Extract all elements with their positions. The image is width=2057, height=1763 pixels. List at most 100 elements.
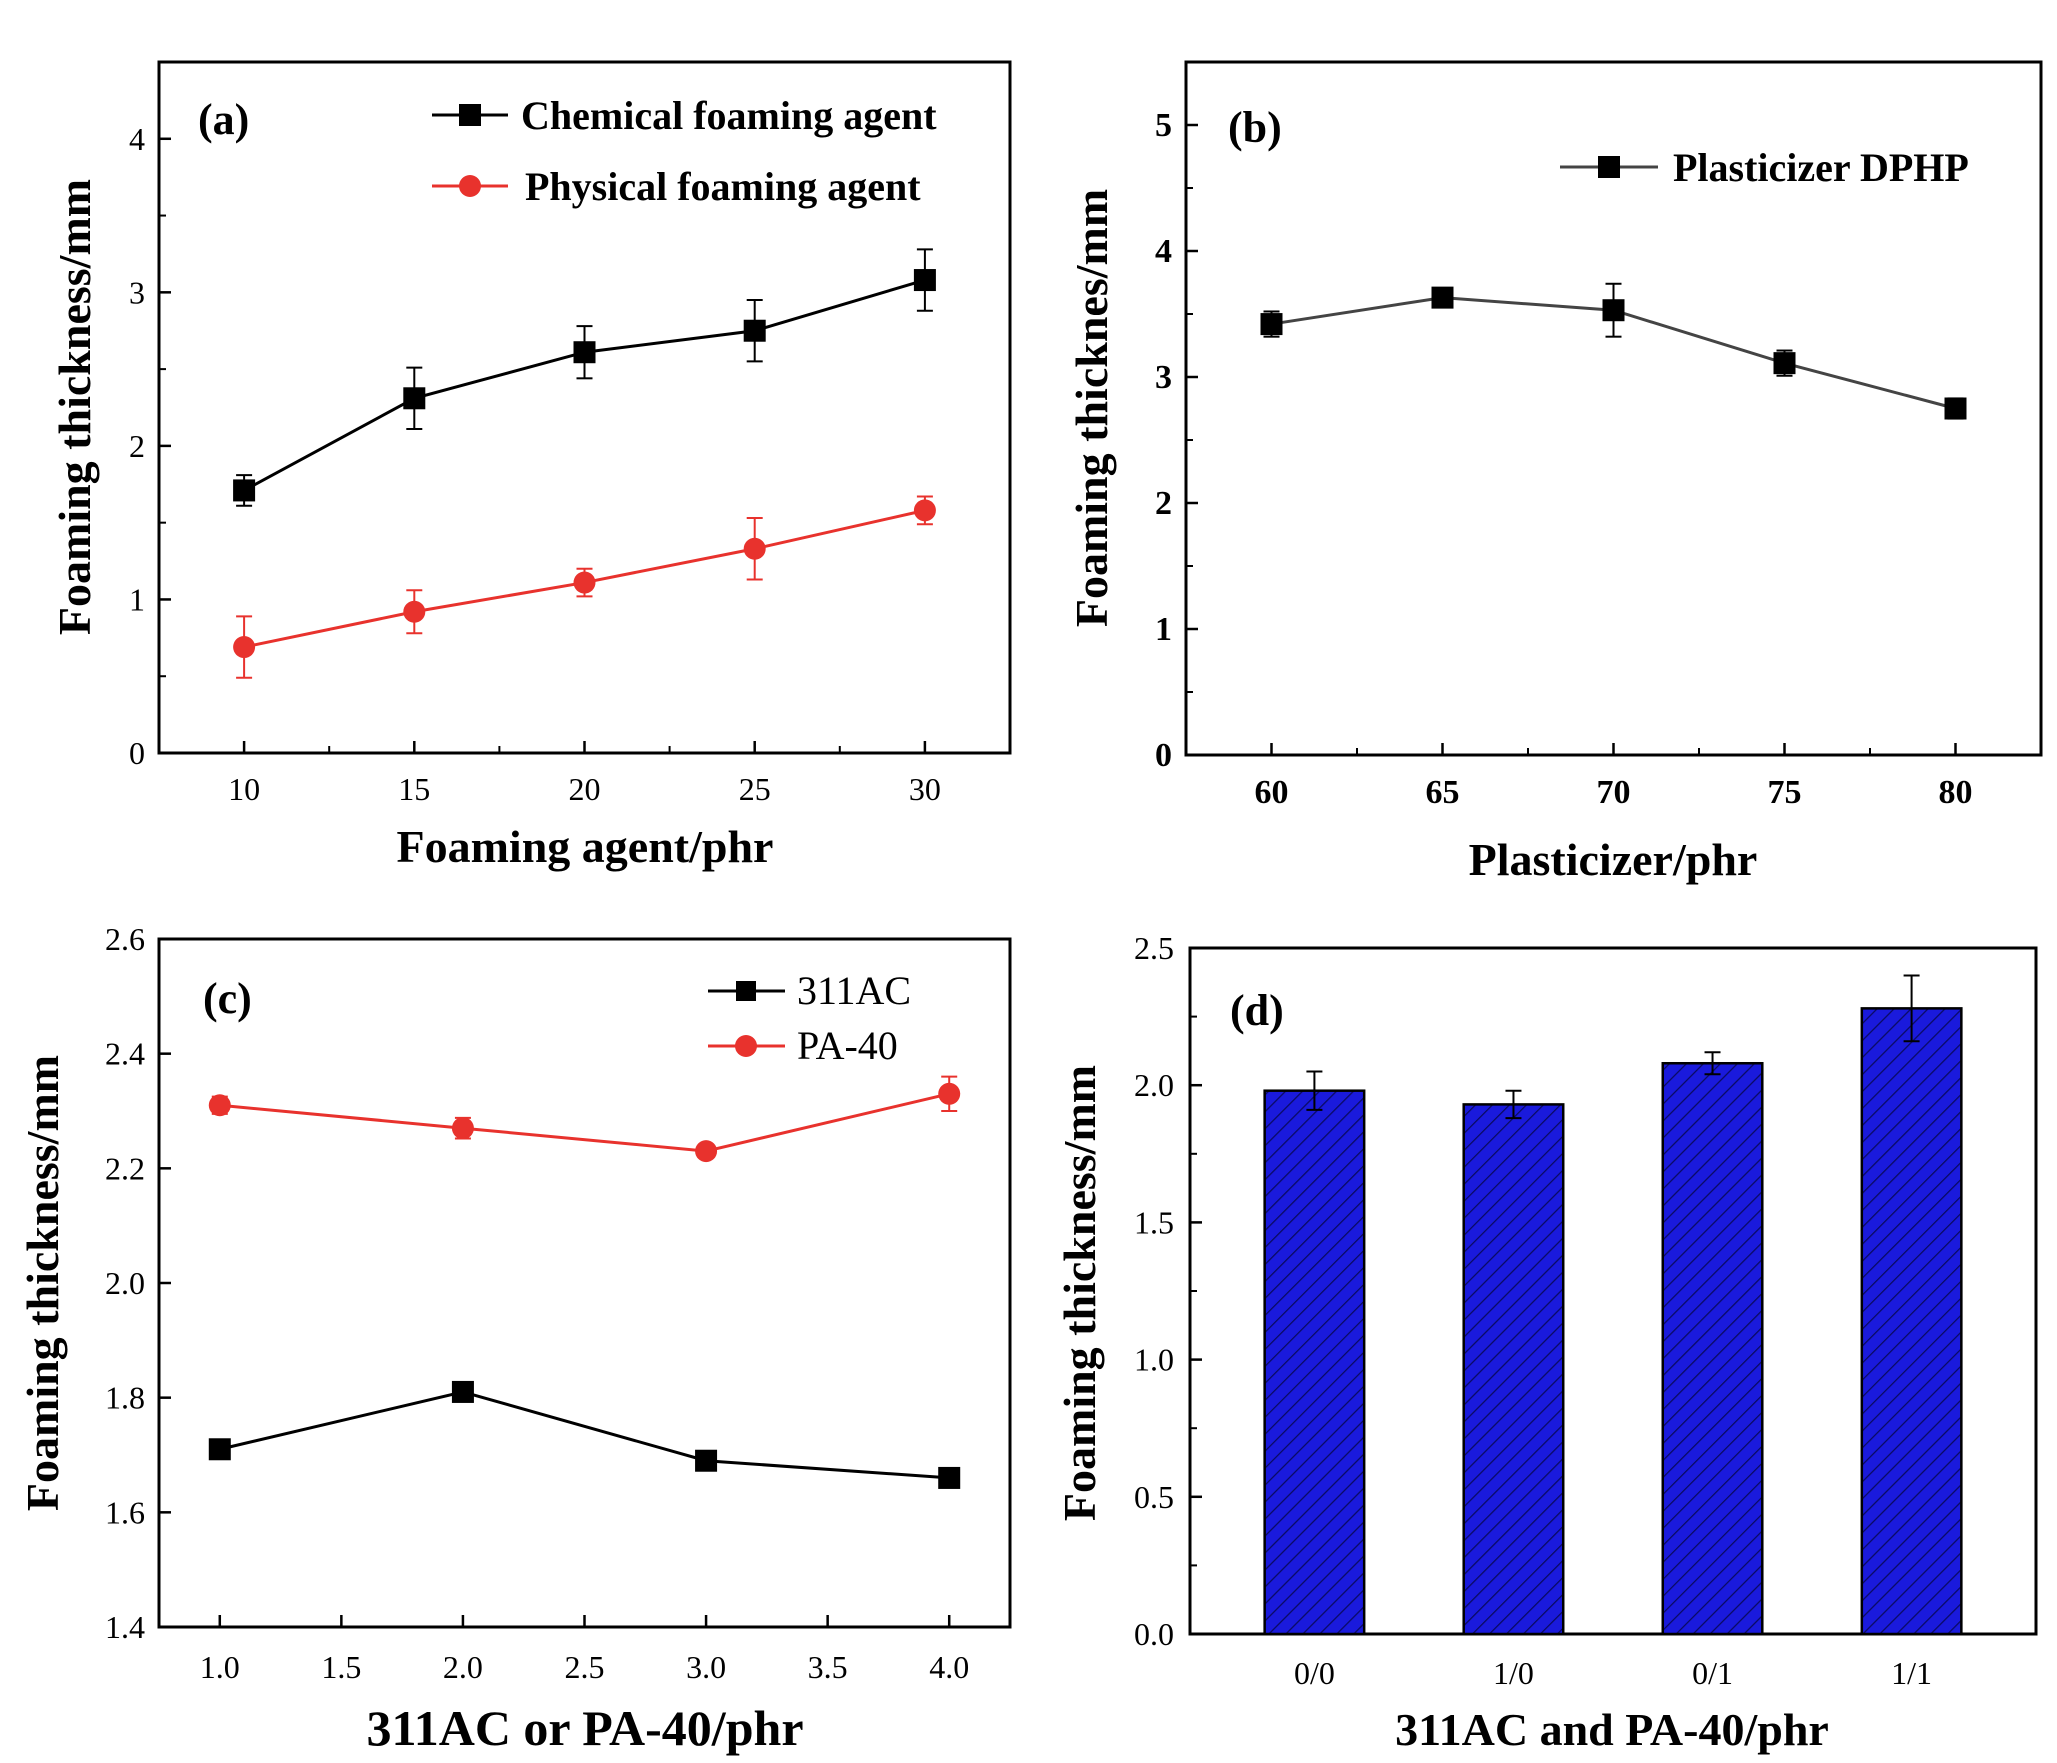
series-physical-foaming-agent — [233, 495, 936, 679]
y-tick-label: 2.0 — [1134, 1067, 1174, 1103]
data-point — [403, 600, 426, 623]
panel-b-x-axis-label: Plasticizer/phr — [1469, 834, 1758, 885]
y-tick-label: 2.6 — [105, 921, 145, 957]
data-point — [233, 479, 256, 502]
panel-d-plot — [1263, 974, 1963, 1636]
data-point — [743, 319, 766, 342]
panel-c-x-axis-label: 311AC or PA-40/phr — [366, 1700, 803, 1756]
data-point — [913, 269, 936, 292]
data-point — [233, 636, 256, 659]
legend-label-chemical: Chemical foaming agent — [521, 93, 937, 138]
panel-a: 0 1 2 3 4 10 15 20 25 30 (a) Foaming agent/phr Fo… — [49, 60, 1012, 872]
data-point — [1944, 397, 1967, 420]
y-tick-label: 2.5 — [1134, 930, 1174, 966]
legend-marker-pa40 — [735, 1035, 757, 1057]
panel-c-y-axis-label: Foaming thickness/mm — [17, 1055, 68, 1511]
x-tick-label: 2.5 — [565, 1649, 605, 1685]
data-point — [451, 1380, 474, 1403]
data-point — [938, 1082, 961, 1105]
y-tick-label: 4 — [1155, 233, 1172, 270]
x-tick-label: 65 — [1426, 774, 1460, 811]
y-tick-label: 0 — [129, 735, 145, 771]
y-tick-label: 2 — [1155, 485, 1172, 522]
y-tick-label: 0.5 — [1134, 1479, 1174, 1515]
x-tick-label: 60 — [1255, 774, 1289, 811]
panel-b-plot — [1260, 282, 1967, 420]
y-tick-label: 1.5 — [1134, 1204, 1174, 1240]
legend-label-physical: Physical foaming agent — [525, 164, 921, 209]
data-point — [451, 1117, 474, 1140]
data-point — [695, 1140, 718, 1163]
legend-label-pa40: PA-40 — [797, 1023, 898, 1068]
panel-b: 0 1 2 3 4 5 60 65 70 75 80 (b) Plasticizer/phr Foa… — [1066, 60, 2043, 885]
series-pa-40 — [208, 1075, 961, 1163]
y-tick-label: 1.8 — [105, 1380, 145, 1416]
bar-1-1 — [1860, 1007, 1963, 1636]
x-tick-label: 4.0 — [929, 1649, 969, 1685]
legend-label-dphp: Plasticizer DPHP — [1673, 145, 1969, 190]
bar-0-1 — [1661, 1061, 1764, 1636]
data-point — [1773, 352, 1796, 375]
legend-marker-physical — [459, 175, 481, 197]
panel-a-label: (a) — [198, 95, 249, 144]
y-tick-label: 3 — [129, 274, 145, 310]
y-tick-label: 1 — [1155, 611, 1172, 648]
y-tick-label: 1.6 — [105, 1494, 145, 1530]
data-point — [938, 1466, 961, 1489]
panel-b-legend: Plasticizer DPHP — [1560, 145, 1969, 190]
series-line — [219, 1390, 950, 1480]
y-tick-label: 1 — [129, 581, 145, 617]
data-point — [208, 1094, 231, 1117]
legend-marker-311ac — [736, 981, 756, 1001]
x-tick-label: 0/0 — [1294, 1655, 1335, 1691]
series-chemical-foaming-agent — [233, 248, 936, 507]
data-point — [573, 341, 596, 364]
panel-b-label: (b) — [1228, 103, 1282, 152]
panel-a-plot — [233, 248, 936, 679]
y-tick-label: 2.2 — [105, 1150, 145, 1186]
x-tick-label: 80 — [1939, 774, 1973, 811]
x-tick-label: 30 — [909, 771, 941, 807]
x-tick-label: 20 — [569, 771, 601, 807]
y-tick-label: 0 — [1155, 737, 1172, 774]
x-tick-label: 1/0 — [1493, 1655, 1534, 1691]
data-point — [913, 499, 936, 522]
y-tick-label: 2 — [129, 428, 145, 464]
series-line — [243, 278, 926, 492]
panel-c: 1.4 1.6 1.8 2.0 2.2 2.4 2.6 1.0 1.5 2.0 2.5 3.0 3.5 4… — [17, 921, 1012, 1756]
x-tick-label: 3.5 — [808, 1649, 848, 1685]
y-tick-label: 5 — [1155, 107, 1172, 144]
data-point — [1602, 299, 1625, 322]
x-tick-label: 25 — [739, 771, 771, 807]
x-tick-label: 70 — [1597, 774, 1631, 811]
y-tick-label: 4 — [129, 121, 145, 157]
y-tick-label: 1.0 — [1134, 1342, 1174, 1378]
series-plasticizer-dphp — [1260, 282, 1967, 420]
data-point — [573, 571, 596, 594]
x-tick-label: 1.0 — [200, 1649, 240, 1685]
bar-1-0 — [1462, 1103, 1565, 1636]
panel-a-axes: 0 1 2 3 4 10 15 20 25 30 — [129, 121, 941, 807]
y-tick-label: 0.0 — [1134, 1616, 1174, 1652]
panel-c-plot — [208, 1075, 961, 1489]
x-tick-label: 1/1 — [1891, 1655, 1932, 1691]
panel-d-label: (d) — [1230, 986, 1284, 1035]
panel-d-x-axis-label: 311AC and PA-40/phr — [1395, 1704, 1829, 1755]
series-311ac — [208, 1380, 961, 1489]
legend-marker-dphp — [1598, 156, 1620, 178]
data-point — [695, 1449, 718, 1472]
data-point — [1431, 286, 1454, 309]
x-tick-label: 1.5 — [321, 1649, 361, 1685]
x-tick-label: 2.0 — [443, 1649, 483, 1685]
panel-b-y-axis-label: Foaming thicknes/mm — [1066, 189, 1117, 627]
panel-a-x-axis-label: Foaming agent/phr — [397, 821, 774, 872]
x-tick-label: 3.0 — [686, 1649, 726, 1685]
data-point — [743, 537, 766, 560]
x-tick-label: 15 — [398, 771, 430, 807]
panel-c-label: (c) — [203, 974, 252, 1023]
panel-a-legend: Chemical foaming agent Physical foaming … — [432, 93, 937, 209]
panel-a-y-axis-label: Foaming thickness/mm — [49, 179, 100, 635]
legend-label-311ac: 311AC — [797, 968, 911, 1013]
y-tick-label: 2.4 — [105, 1036, 145, 1072]
y-tick-label: 3 — [1155, 359, 1172, 396]
